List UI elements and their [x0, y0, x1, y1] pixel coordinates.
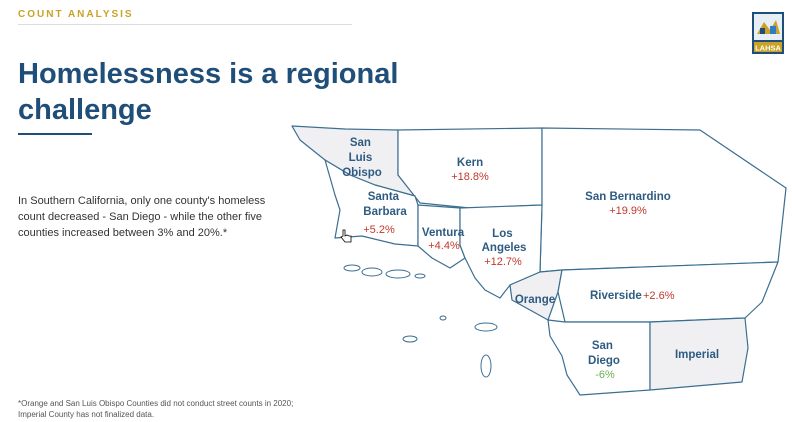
island-santa-barbara: [439, 315, 447, 321]
title-underline: [18, 133, 92, 135]
label-san-luis-obispo: San Luis Obispo: [342, 137, 382, 179]
body-text: In Southern California, only one county'…: [18, 195, 266, 239]
island-santa-cruz: [385, 269, 411, 279]
label-ventura: Ventura: [422, 227, 465, 239]
label-san-bernardino: San Bernardino: [585, 191, 671, 203]
title-line-2: challenge: [18, 94, 152, 126]
label-imperial: Imperial: [675, 349, 719, 361]
island-santa-rosa: [361, 267, 383, 277]
value-los-angeles: +12.7%: [484, 256, 522, 268]
value-kern: +18.8%: [451, 171, 489, 183]
label-los-angeles: Los Angeles: [482, 228, 527, 254]
county-san-diego: [547, 319, 651, 396]
lahsa-logo: LAHSA: [752, 12, 784, 54]
value-ventura: +4.4%: [428, 240, 460, 252]
page-title: Homelessness is a regional challenge: [18, 56, 438, 128]
county-orange: [509, 269, 563, 321]
label-riverside: Riverside: [590, 290, 642, 302]
value-san-diego: -6%: [595, 369, 615, 381]
footnote-line-2: Imperial County has not finalized data.: [18, 410, 155, 419]
value-santa-barbara: +5.2%: [363, 224, 395, 236]
label-orange: Orange: [515, 294, 555, 306]
value-riverside: +2.6%: [643, 290, 675, 302]
county-santa-barbara: [324, 159, 419, 247]
island-san-clemente: [480, 354, 492, 378]
island-santa-catalina: [474, 322, 498, 332]
island-anacapa: [414, 273, 426, 279]
label-kern: Kern: [457, 157, 483, 169]
hand-cursor-icon: [340, 229, 352, 243]
logo-text: LAHSA: [755, 44, 781, 53]
island-san-nicolas: [402, 335, 418, 343]
footnote-line-1: *Orange and San Luis Obispo Counties did…: [18, 399, 294, 408]
island-san-miguel: [343, 264, 361, 272]
footnote: *Orange and San Luis Obispo Counties did…: [18, 398, 348, 420]
section-label: COUNT ANALYSIS: [18, 9, 134, 20]
county-imperial: [649, 317, 749, 391]
label-san-diego: San Diego: [588, 340, 620, 367]
county-los-angeles: [459, 204, 543, 299]
value-san-bernardino: +19.9%: [609, 205, 647, 217]
section-divider: [18, 24, 352, 25]
title-line-1: Homelessness is a regional: [18, 58, 399, 90]
label-santa-barbara: Santa Barbara: [363, 191, 407, 218]
